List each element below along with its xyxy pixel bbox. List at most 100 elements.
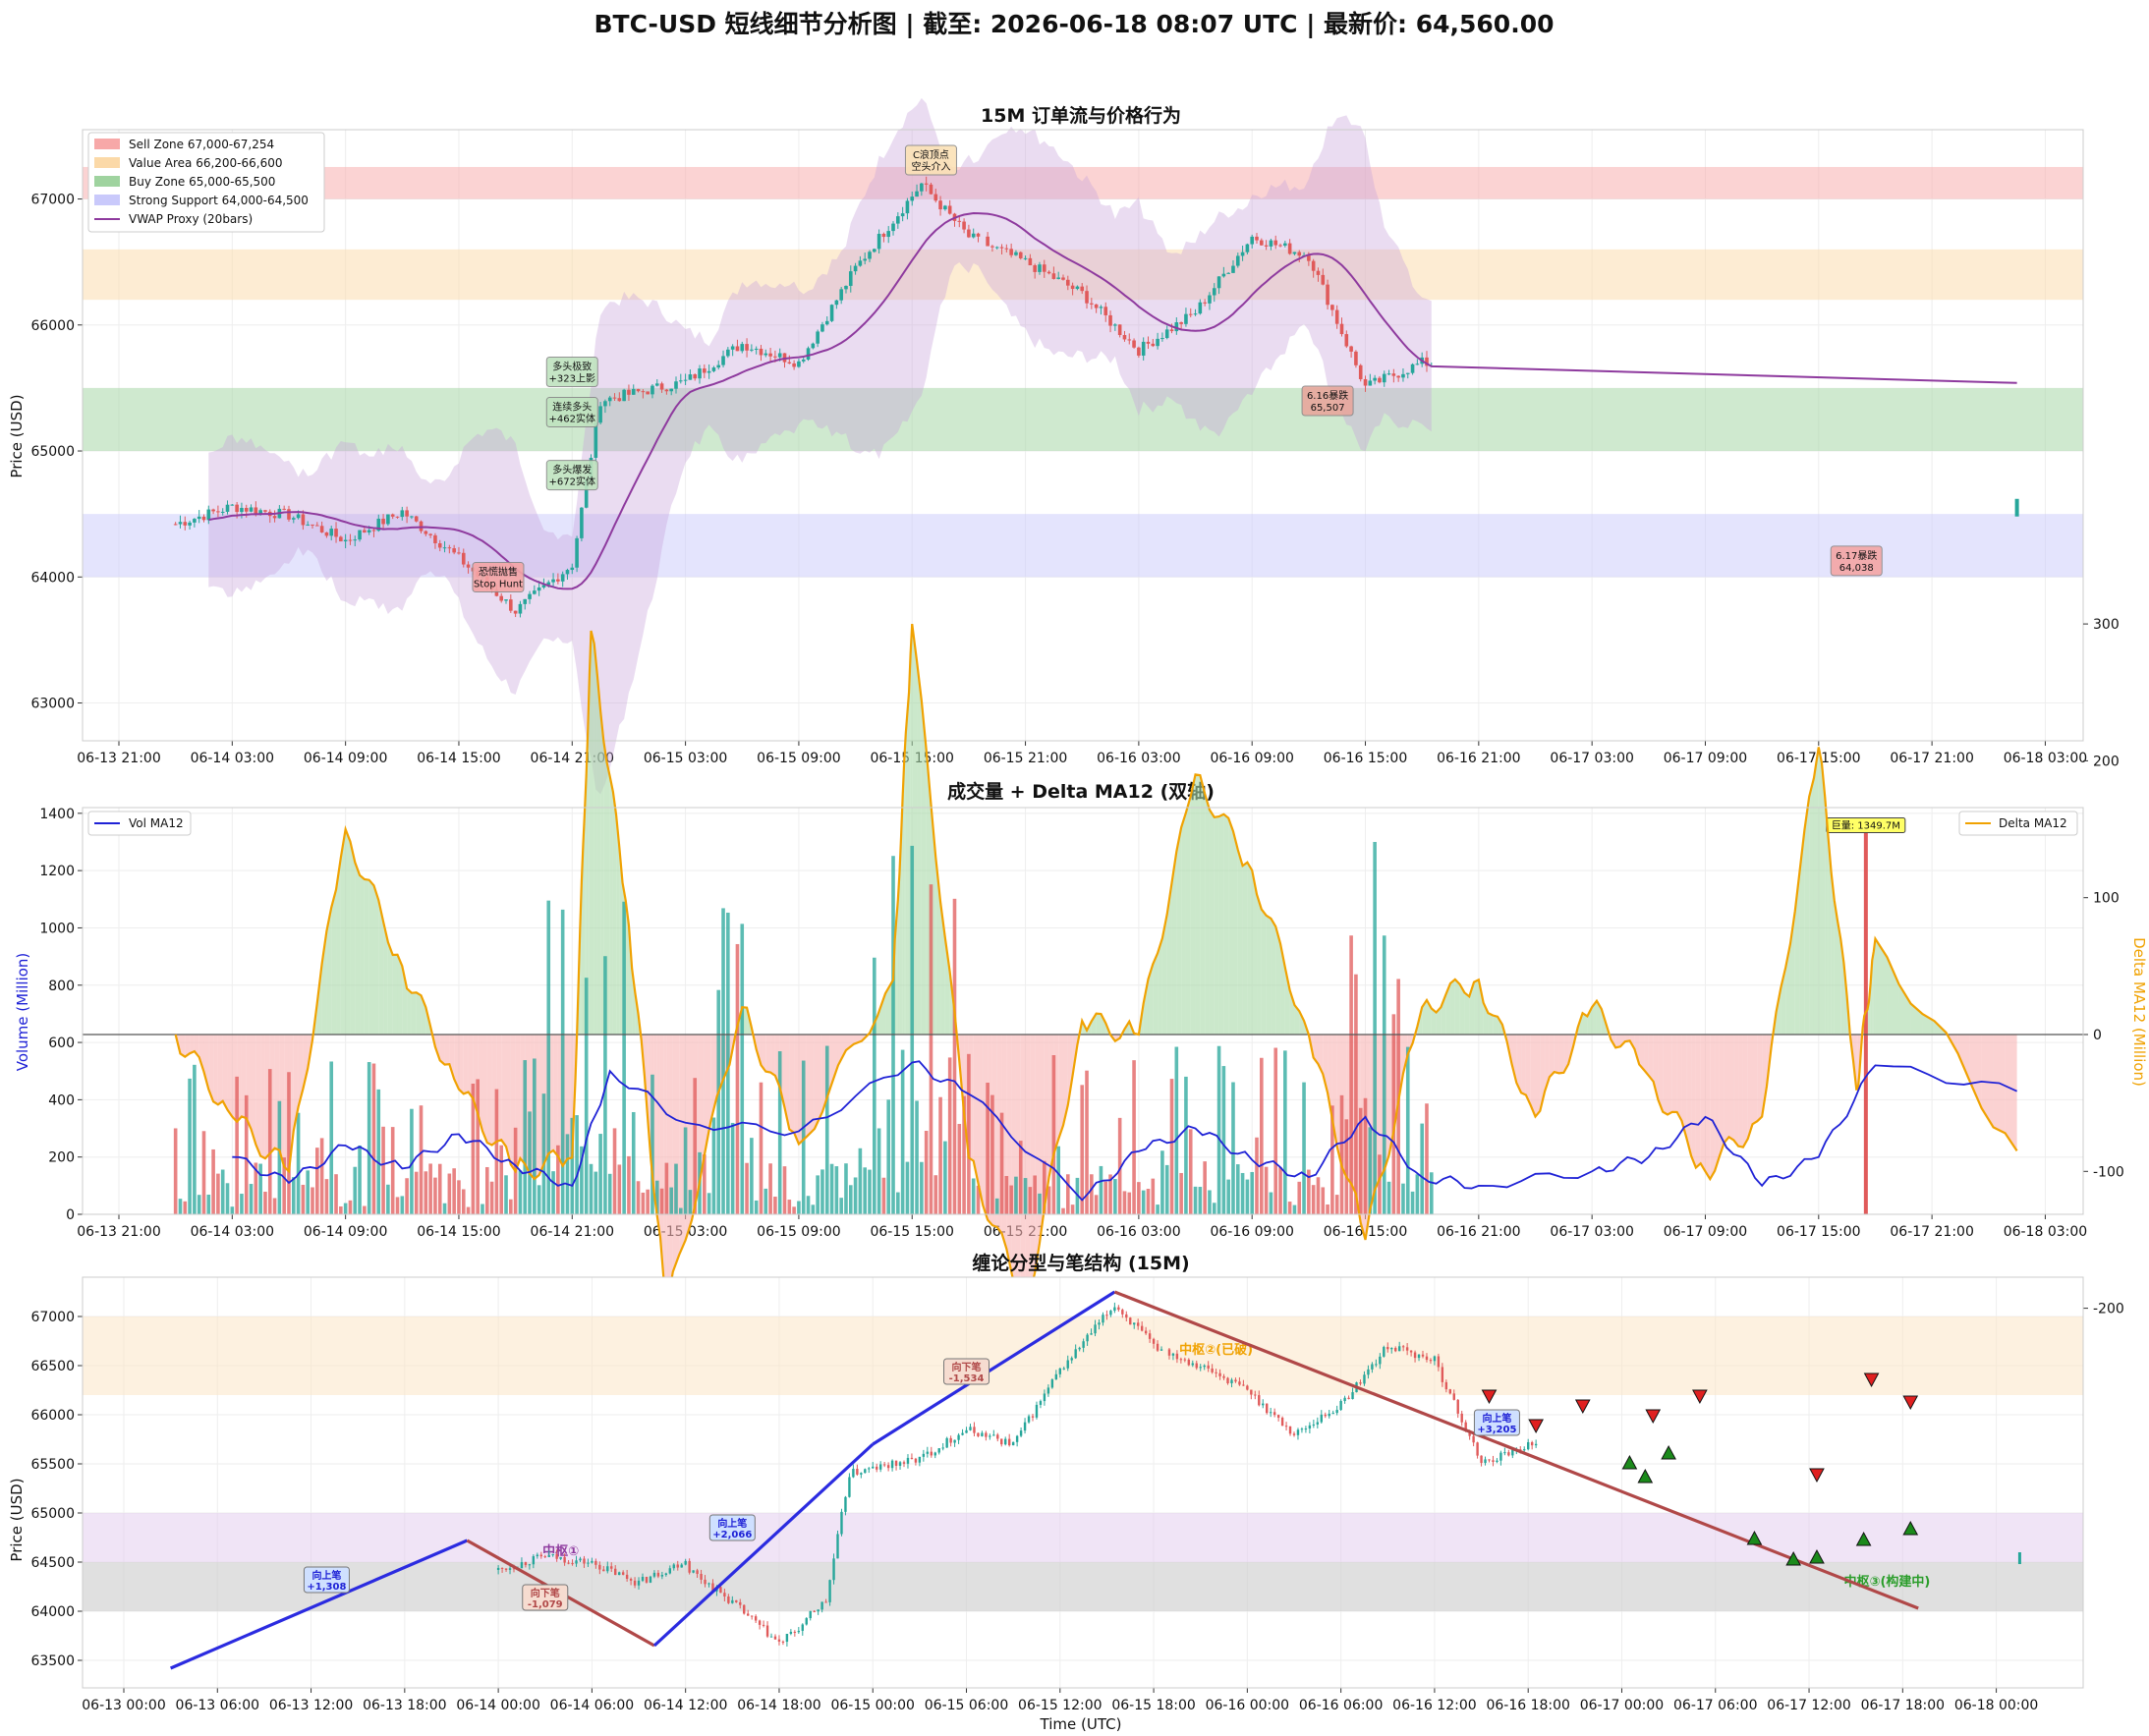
delta-fill	[1549, 1035, 1555, 1078]
candle-body	[743, 1604, 746, 1614]
panel3-ylabel: Price (USD)	[8, 1478, 26, 1561]
candle-body	[315, 525, 319, 527]
candle-body	[953, 1439, 956, 1443]
delta-fill	[1695, 1035, 1701, 1168]
candle-body	[1344, 334, 1349, 347]
candle-body	[730, 346, 735, 350]
delta-fill	[1799, 829, 1805, 1035]
volume-bar	[457, 1180, 461, 1214]
annotation-text: 64,038	[1839, 563, 1874, 574]
x-tick-label: 06-18 00:00	[1954, 1698, 2038, 1713]
candle-body	[750, 1615, 754, 1617]
delta-fill	[2005, 1035, 2017, 1151]
x-tick-label: 06-15 12:00	[1018, 1698, 1102, 1713]
candle-body	[965, 1429, 968, 1433]
volume-bar	[839, 1198, 843, 1214]
candle-body	[996, 1434, 999, 1439]
candle-body	[1378, 377, 1382, 383]
candle-body	[905, 200, 910, 214]
volume-bar	[820, 1169, 824, 1214]
delta-fill	[360, 874, 365, 1035]
candle-body	[1051, 273, 1056, 279]
candle-body	[1122, 335, 1127, 340]
volume-bar	[560, 909, 565, 1214]
candle-body	[1129, 1317, 1132, 1325]
y2-tick-label: 0	[2093, 1028, 2102, 1043]
candle-body	[878, 1464, 882, 1470]
candle-body	[1070, 285, 1075, 290]
candle-body	[910, 1457, 914, 1459]
volume-bar	[707, 1193, 711, 1214]
delta-fill	[1545, 1035, 1550, 1092]
candle-body	[1171, 1353, 1175, 1356]
candle-body	[551, 1553, 554, 1556]
candle-body	[343, 539, 348, 542]
volume-bar	[669, 1187, 673, 1214]
volume-bar	[641, 1192, 646, 1214]
candle-body	[1405, 372, 1410, 374]
volume-bar	[258, 1163, 262, 1214]
delta-fill	[899, 837, 902, 1035]
candle-body	[272, 516, 277, 519]
candle-body	[1046, 271, 1051, 274]
candle-body	[769, 1636, 773, 1638]
candle-body	[254, 507, 258, 515]
candle-body	[570, 567, 575, 571]
delta-fill	[1067, 1035, 1073, 1105]
x-tick-label: 06-15 00:00	[830, 1698, 914, 1713]
delta-fill	[1148, 964, 1154, 1035]
pivot-band	[83, 1316, 2083, 1395]
candle-body	[1382, 373, 1386, 383]
plot-frame	[82, 807, 2084, 1215]
volume-bar	[1169, 1079, 1174, 1214]
candle-body	[1159, 1349, 1163, 1351]
volume-bar	[1316, 1177, 1321, 1214]
volume-bar	[834, 1166, 839, 1214]
candle-body	[1211, 1368, 1214, 1372]
volume-bar	[287, 1072, 291, 1214]
volume-bar	[410, 1108, 414, 1214]
delta-fill	[1289, 989, 1295, 1035]
candle-body	[1511, 1449, 1514, 1456]
delta-fill	[1563, 1035, 1569, 1073]
volume-bar	[343, 1203, 348, 1214]
candle-body	[926, 1451, 930, 1454]
delta-fill	[1176, 827, 1182, 1035]
delta-fill	[944, 937, 950, 1035]
candle-body	[947, 205, 952, 214]
candle-body	[541, 585, 546, 588]
volume-bar	[1018, 1141, 1023, 1214]
candle-body	[1099, 307, 1103, 308]
delta-fill	[585, 773, 587, 1035]
candle-body	[860, 1473, 863, 1475]
volume-bar	[910, 845, 915, 1214]
volume-bar	[1070, 1204, 1075, 1214]
candle-body	[758, 1620, 762, 1625]
candle-body	[410, 516, 414, 518]
delta-fill	[1762, 1035, 1767, 1117]
volume-bar	[740, 924, 745, 1214]
candle-body	[1238, 1381, 1241, 1385]
volume-bar	[773, 1197, 777, 1214]
candle-body	[877, 233, 881, 250]
top-fractal-marker	[1809, 1468, 1825, 1484]
delta-fill	[298, 1035, 304, 1107]
volume-bar	[244, 1094, 249, 1214]
delta-fill	[1257, 894, 1262, 1035]
candle-body	[612, 397, 617, 399]
delta-fill	[1166, 882, 1172, 1035]
volume-bar	[1401, 1183, 1405, 1214]
volume-bar	[1226, 1179, 1230, 1214]
candle-body	[1425, 1356, 1429, 1361]
candle-body	[1164, 329, 1169, 339]
delta-fill	[180, 1035, 186, 1057]
delta-fill	[1493, 1015, 1499, 1035]
candle-body	[1390, 1347, 1393, 1350]
delta-fill	[921, 700, 927, 1035]
candle-body	[785, 1633, 789, 1643]
candle-body	[1046, 1387, 1050, 1394]
candle-body	[817, 1609, 820, 1612]
y-tick-label: 66500	[30, 1359, 75, 1374]
x-tick-label: 06-13 06:00	[176, 1698, 259, 1713]
candle-body	[896, 216, 900, 224]
